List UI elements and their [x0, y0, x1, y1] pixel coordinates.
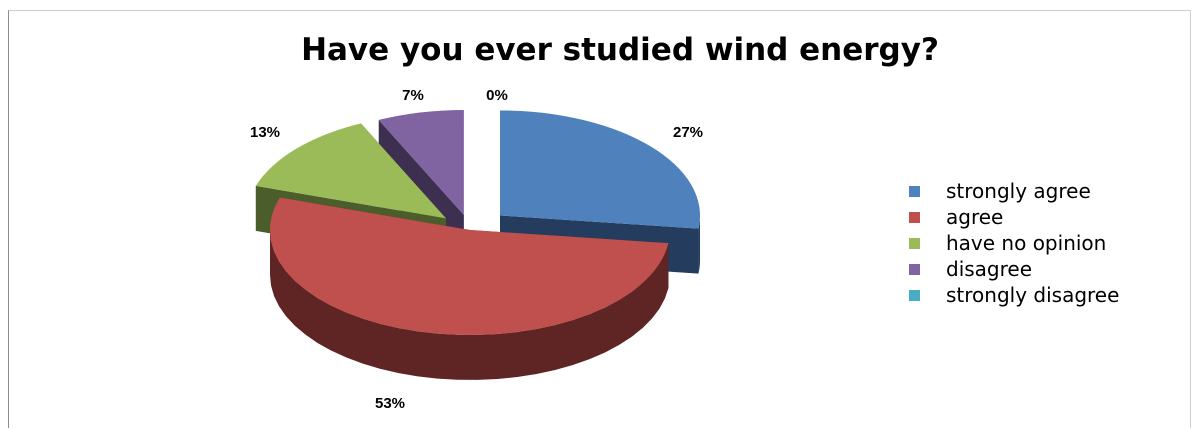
- legend-item: agree: [905, 204, 1119, 230]
- pie-slice-side: [698, 215, 700, 274]
- legend-swatch-icon: [909, 263, 920, 275]
- pie-slice: [500, 110, 701, 229]
- legend-swatch-icon: [909, 185, 920, 197]
- legend-label: strongly agree: [946, 179, 1091, 203]
- pie-slice-side: [270, 230, 669, 380]
- slice-percent-label: 0%: [486, 87, 508, 104]
- legend-item: strongly disagree: [905, 282, 1119, 308]
- chart-title: Have you ever studied wind energy?: [301, 32, 939, 68]
- pie-slice: [378, 109, 464, 215]
- slice-percent-label: 7%: [402, 87, 424, 104]
- legend-label: strongly disagree: [946, 283, 1120, 307]
- chart-legend: strongly agree agree have no opinion dis…: [905, 178, 1119, 308]
- pie-labels: 27% 53% 13% 7% 0%: [250, 87, 703, 412]
- chart-frame: [8, 10, 1191, 428]
- legend-item: disagree: [905, 256, 1119, 282]
- slice-percent-label: 13%: [250, 124, 280, 141]
- legend-item: have no opinion: [905, 230, 1119, 256]
- slice-percent-label: 27%: [673, 124, 703, 141]
- legend-swatch-icon: [909, 237, 920, 249]
- legend-item: strongly agree: [905, 178, 1119, 204]
- legend-label: agree: [946, 205, 1004, 229]
- pie-slice: [255, 123, 446, 219]
- legend-label: disagree: [946, 257, 1033, 281]
- legend-label: have no opinion: [946, 231, 1107, 255]
- pie-slice: [269, 197, 669, 336]
- pie-tops: [255, 109, 701, 336]
- slice-percent-label: 53%: [375, 395, 405, 412]
- legend-swatch-icon: [909, 289, 920, 301]
- legend-swatch-icon: [909, 211, 920, 223]
